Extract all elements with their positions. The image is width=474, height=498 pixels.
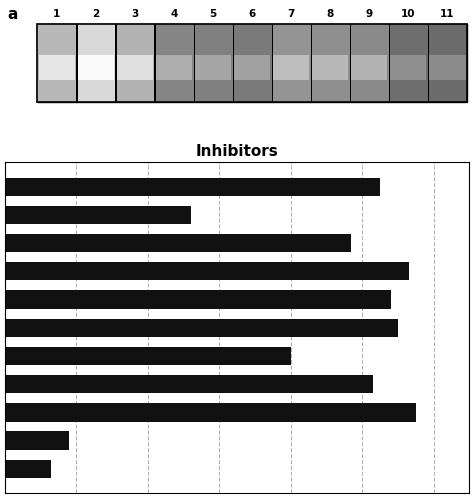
Bar — [350, 23, 351, 102]
Bar — [78, 55, 114, 80]
Bar — [155, 23, 193, 102]
Bar — [390, 55, 427, 80]
Bar — [351, 55, 387, 80]
Text: 10: 10 — [401, 9, 416, 19]
Bar — [429, 55, 465, 80]
Bar — [273, 55, 310, 80]
Bar — [37, 23, 467, 102]
Text: 9: 9 — [366, 9, 373, 19]
Bar — [5, 290, 391, 309]
Bar — [312, 55, 348, 80]
Bar — [310, 23, 350, 102]
Bar — [193, 23, 195, 102]
Bar — [428, 23, 467, 102]
Title: Inhibitors: Inhibitors — [196, 143, 278, 158]
Text: a: a — [7, 7, 18, 22]
Bar — [5, 206, 191, 224]
Bar — [193, 23, 233, 102]
Bar — [5, 177, 380, 196]
Text: 8: 8 — [327, 9, 334, 19]
Bar — [5, 431, 69, 450]
Bar — [5, 347, 291, 365]
Bar — [76, 23, 78, 102]
Bar — [233, 23, 272, 102]
Bar — [233, 23, 234, 102]
Bar — [5, 403, 416, 422]
Bar — [5, 319, 398, 337]
Bar — [155, 23, 156, 102]
Bar — [156, 55, 192, 80]
Bar — [39, 55, 75, 80]
Bar — [5, 375, 373, 393]
Bar — [5, 234, 351, 252]
Bar — [310, 23, 312, 102]
Text: 1: 1 — [53, 9, 60, 19]
Text: 6: 6 — [248, 9, 255, 19]
Bar — [234, 55, 270, 80]
Text: 4: 4 — [170, 9, 178, 19]
Bar — [389, 23, 390, 102]
Bar — [389, 23, 428, 102]
Bar — [272, 23, 310, 102]
Text: 3: 3 — [131, 9, 138, 19]
Bar — [428, 23, 429, 102]
Bar — [350, 23, 389, 102]
Bar — [272, 23, 273, 102]
Bar — [115, 23, 155, 102]
Text: 11: 11 — [440, 9, 455, 19]
Text: 7: 7 — [287, 9, 295, 19]
Bar — [117, 55, 153, 80]
Text: 5: 5 — [210, 9, 217, 19]
Bar — [37, 23, 76, 102]
Bar — [195, 55, 231, 80]
Bar — [115, 23, 117, 102]
Bar — [76, 23, 115, 102]
Bar — [5, 460, 51, 478]
Bar — [5, 262, 409, 280]
Text: 2: 2 — [92, 9, 100, 19]
Bar — [37, 23, 467, 102]
